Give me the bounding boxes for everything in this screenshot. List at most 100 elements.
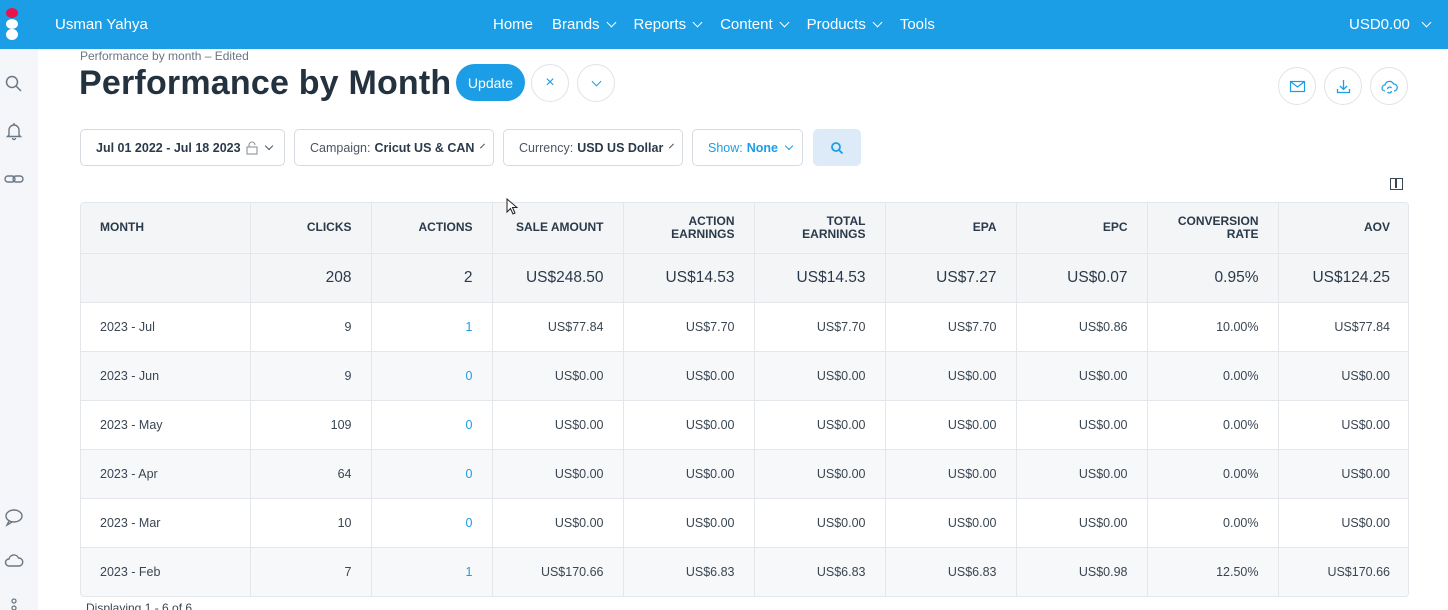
download-button[interactable] — [1324, 67, 1362, 105]
column-header-label: CONVERSION — [1177, 213, 1259, 228]
close-icon: × — [545, 74, 555, 91]
table-cell: 12.50% — [1147, 547, 1279, 596]
nav-item-brands[interactable]: Brands — [552, 16, 616, 33]
more-options-button[interactable] — [577, 64, 615, 102]
column-header[interactable]: MONTH — [81, 203, 251, 254]
actions-link[interactable]: 0 — [371, 400, 493, 450]
table-cell: 0.00% — [1147, 351, 1279, 401]
table-cell: US$77.84 — [1278, 302, 1408, 352]
column-header-label: EPC — [1102, 220, 1128, 235]
nav-item-home[interactable]: Home — [493, 16, 533, 33]
chevron-down-icon — [1421, 17, 1432, 28]
nav-item-tools[interactable]: Tools — [900, 16, 935, 33]
cloud-icon[interactable] — [4, 551, 24, 571]
app-logo[interactable] — [5, 8, 19, 42]
column-header[interactable]: ACTIONS — [371, 203, 493, 254]
actions-link[interactable]: 1 — [371, 547, 493, 596]
column-header-label: TOTAL — [826, 213, 866, 228]
search-button[interactable] — [813, 129, 861, 166]
user-name[interactable]: Usman Yahya — [55, 16, 148, 33]
column-header[interactable]: EPA — [885, 203, 1017, 254]
main-nav: Home Brands Reports Content Products Tools — [493, 16, 954, 33]
totals-cell: US$124.25 — [1278, 253, 1408, 303]
cloud-sync-icon — [1380, 80, 1398, 94]
search-icon[interactable] — [4, 74, 24, 94]
table-cell: US$0.00 — [1016, 449, 1148, 499]
cloud-sync-button[interactable] — [1370, 67, 1408, 105]
table-row[interactable]: 2023 - Jul 9 1 US$77.84 US$7.70 US$7.70 US$7.7… — [81, 302, 1408, 352]
date-range-value: Jul 01 2022 - Jul 18 2023 — [96, 140, 241, 155]
link-icon[interactable] — [4, 169, 24, 189]
column-header-label: EPA — [972, 220, 997, 235]
nav-item-label: Home — [493, 16, 534, 33]
chevron-down-icon — [692, 17, 703, 28]
campaign-filter[interactable]: Campaign: Cricut US & CAN — [294, 129, 494, 166]
table-cell: 2023 - Jul — [81, 302, 251, 352]
column-header-label: AOV — [1363, 220, 1390, 235]
table-cell: 109 — [250, 400, 372, 450]
nav-item-label: Content — [720, 16, 773, 33]
table-cell: US$7.70 — [623, 302, 755, 352]
column-header[interactable]: ACTION EARNINGS — [623, 203, 755, 254]
actions-link[interactable]: 0 — [371, 498, 493, 548]
performance-table: MONTH CLICKS ACTIONS SALE AMOUNT ACTION EARNI… — [80, 202, 1409, 597]
date-range-filter[interactable]: Jul 01 2022 - Jul 18 2023 — [80, 129, 285, 166]
actions-link[interactable]: 1 — [371, 302, 493, 352]
table-row[interactable]: 2023 - Feb 7 1 US$170.66 US$6.83 US$6.83 US$6.… — [81, 547, 1408, 596]
table-row[interactable]: 2023 - Jun 9 0 US$0.00 US$0.00 US$0.00 US$0.00… — [81, 351, 1408, 401]
table-row[interactable]: 2023 - Mar 10 0 US$0.00 US$0.00 US$0.00 US$0.0… — [81, 498, 1408, 548]
table-cell: US$0.00 — [885, 400, 1017, 450]
more-icon[interactable] — [4, 596, 24, 610]
column-header[interactable]: AOV — [1278, 203, 1408, 254]
chevron-down-icon — [264, 141, 273, 151]
table-cell: 9 — [250, 351, 372, 401]
show-label: Show: — [708, 140, 743, 155]
table-cell: US$0.00 — [492, 449, 624, 499]
table-cell: US$0.00 — [492, 351, 624, 401]
table-cell: 2023 - May — [81, 400, 251, 450]
table-cell: 2023 - Apr — [81, 449, 251, 499]
table-cell: US$77.84 — [492, 302, 624, 352]
table-cell: US$6.83 — [623, 547, 755, 596]
balance-dropdown[interactable]: USD0.00 — [1349, 16, 1432, 33]
column-header-label: EARNINGS — [671, 226, 735, 241]
table-cell: US$0.86 — [1016, 302, 1148, 352]
table-cell: US$0.00 — [1278, 449, 1408, 499]
table-row[interactable]: 2023 - Apr 64 0 US$0.00 US$0.00 US$0.00 US$0.0… — [81, 449, 1408, 499]
breadcrumb: Performance by month – Edited — [80, 49, 249, 63]
update-button[interactable]: Update — [456, 64, 525, 101]
campaign-label: Campaign: — [310, 140, 371, 155]
currency-filter[interactable]: Currency: USD US Dollar — [503, 129, 683, 166]
table-cell: US$0.00 — [885, 449, 1017, 499]
nav-item-label: Products — [806, 16, 866, 33]
column-header-label: EARNINGS — [802, 226, 866, 241]
actions-link[interactable]: 0 — [371, 449, 493, 499]
mouse-cursor-icon — [506, 198, 518, 215]
nav-item-reports[interactable]: Reports — [634, 16, 703, 33]
bell-icon[interactable] — [4, 121, 24, 141]
actions-link[interactable]: 0 — [371, 351, 493, 401]
table-cell: 0.00% — [1147, 498, 1279, 548]
table-cell: US$0.98 — [1016, 547, 1148, 596]
email-report-button[interactable] — [1278, 67, 1316, 105]
column-header[interactable]: EPC — [1016, 203, 1148, 254]
table-cell: US$0.00 — [623, 449, 755, 499]
column-header-label: MONTH — [100, 220, 144, 235]
nav-item-products[interactable]: Products — [806, 16, 883, 33]
table-cell: US$0.00 — [1278, 400, 1408, 450]
column-header[interactable]: CLICKS — [250, 203, 372, 254]
column-header[interactable]: CONVERSION RATE — [1147, 203, 1279, 254]
table-cell: US$0.00 — [754, 498, 886, 548]
discard-button[interactable]: × — [531, 64, 569, 102]
table-row[interactable]: 2023 - May 109 0 US$0.00 US$0.00 US$0.00 US$0.… — [81, 400, 1408, 450]
columns-toggle-icon[interactable] — [1390, 178, 1403, 190]
table-cell: US$6.83 — [885, 547, 1017, 596]
chevron-down-icon — [480, 143, 486, 149]
nav-item-label: Tools — [899, 16, 935, 33]
show-filter[interactable]: Show: None — [692, 129, 803, 166]
nav-item-content[interactable]: Content — [720, 16, 790, 33]
totals-cell: US$248.50 — [492, 253, 624, 303]
column-header[interactable]: TOTAL EARNINGS — [754, 203, 886, 254]
top-navigation-bar: Usman Yahya Home Brands Reports Content Prod… — [0, 0, 1448, 49]
chat-icon[interactable] — [4, 507, 24, 527]
